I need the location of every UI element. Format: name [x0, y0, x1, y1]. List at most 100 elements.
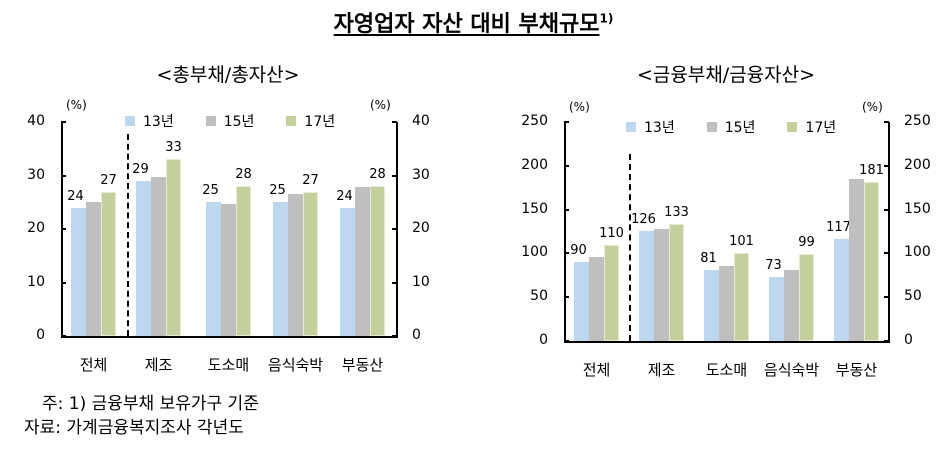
data-label: 24 [336, 188, 353, 204]
y-tick-label-left: 250 [521, 113, 548, 129]
y-tick-label-right: 0 [904, 332, 913, 348]
legend-swatch-icon [787, 122, 798, 132]
y-tick-left [564, 164, 569, 167]
y-tick-right [884, 252, 889, 255]
data-label: 110 [599, 225, 624, 241]
bar-17년 [734, 252, 749, 341]
category-separator [127, 134, 129, 336]
y-tick-right [884, 208, 889, 211]
bar-17년 [101, 191, 116, 336]
y-tick-left [564, 121, 569, 123]
legend-swatch-icon [626, 122, 636, 132]
y-tick-label-right: 10 [412, 273, 430, 290]
bar-15년 [654, 228, 669, 341]
title-text: 자영업자 자산 대비 부채규모 [333, 12, 600, 37]
y-tick-label-right: 40 [412, 113, 430, 129]
y-unit-right: (%) [370, 98, 391, 112]
source-note: 자료: 가계금융복지조사 각년도 [24, 418, 244, 438]
y-tick-right [392, 174, 397, 177]
legend-label: 17년 [304, 114, 336, 130]
bar-15년 [719, 265, 734, 341]
legend-label: 15년 [223, 114, 255, 130]
bar-17년 [864, 182, 879, 341]
x-category-label: 전체 [79, 356, 108, 374]
bar-15년 [288, 193, 303, 336]
y-axis-right [888, 122, 890, 342]
data-label: 99 [798, 235, 815, 251]
x-category-label: 제조 [144, 356, 173, 374]
data-label: 29 [132, 161, 149, 177]
footnote: 주: 1) 금융부채 보유가구 기준 [42, 394, 259, 414]
legend-swatch-icon [286, 116, 297, 126]
y-tick-label-left: 100 [521, 244, 548, 261]
legend-label: 13년 [644, 120, 675, 136]
bar-17년 [669, 224, 684, 341]
y-tick-label-left: 0 [36, 327, 45, 343]
y-tick-label-left: 200 [521, 156, 548, 173]
y-tick-left [61, 335, 66, 337]
y-tick-left [61, 228, 66, 230]
x-axis [61, 336, 398, 338]
y-tick-right [884, 296, 889, 299]
data-label: 27 [100, 172, 117, 188]
bar-13년 [71, 207, 86, 336]
bar-13년 [273, 202, 288, 336]
legend-item: 15년 [706, 117, 756, 137]
data-label: 117 [826, 219, 851, 235]
data-label: 101 [729, 233, 754, 249]
x-category-label: 부동산 [341, 356, 384, 374]
title-footnote-mark: 1) [599, 11, 614, 26]
y-tick-label-left: 30 [27, 166, 45, 183]
data-label: 28 [235, 167, 252, 183]
x-category-label: 부동산 [835, 361, 878, 379]
bar-17년 [370, 186, 385, 336]
x-category-label: 전체 [582, 361, 611, 379]
y-tick-label-right: 30 [412, 166, 430, 183]
legend-item: 13년 [125, 111, 174, 131]
data-label: 27 [302, 172, 319, 188]
data-label: 181 [859, 163, 884, 179]
chart-subtitle: <총부채/총자산> [156, 64, 300, 86]
y-tick-label-left: 10 [27, 273, 45, 290]
y-tick-left [564, 252, 569, 255]
data-label: 25 [202, 183, 219, 199]
y-tick-right [392, 335, 397, 337]
x-category-label: 도소매 [705, 361, 748, 379]
legend-swatch-icon [205, 116, 216, 126]
y-tick-right [884, 164, 889, 167]
y-tick-right [392, 121, 397, 123]
y-tick-right [392, 228, 397, 230]
legend-item: 13년 [626, 117, 675, 137]
bar-15년 [849, 178, 864, 341]
y-tick-label-right: 50 [904, 288, 922, 305]
y-tick-left [564, 208, 569, 211]
y-unit-left: (%) [66, 98, 87, 112]
bar-17년 [166, 159, 181, 336]
y-axis-right [396, 122, 398, 337]
data-label: 90 [570, 243, 587, 259]
chart-legend: 13년 15년 17년 [626, 117, 868, 137]
bar-13년 [574, 262, 589, 341]
y-unit-right: (%) [862, 100, 883, 114]
y-tick-label-right: 150 [904, 200, 931, 217]
page-title: 자영업자 자산 대비 부채규모1) [0, 6, 947, 38]
legend-item: 15년 [205, 111, 255, 131]
y-tick-left [564, 296, 569, 299]
bar-13년 [136, 180, 151, 336]
bar-15년 [221, 203, 236, 336]
y-tick-left [61, 121, 66, 123]
y-tick-label-right: 20 [412, 220, 430, 236]
bar-13년 [769, 277, 784, 341]
bar-15년 [151, 177, 166, 336]
legend-label: 15년 [724, 120, 756, 136]
bar-13년 [834, 238, 849, 341]
legend-swatch-icon [125, 116, 135, 126]
bar-17년 [799, 254, 814, 341]
y-unit-left: (%) [569, 100, 590, 114]
bar-13년 [704, 270, 719, 341]
x-category-label: 제조 [647, 361, 676, 379]
chart-legend: 13년 15년 17년 [125, 111, 367, 131]
y-tick-label-left: 0 [539, 332, 548, 348]
data-label: 81 [700, 251, 717, 267]
